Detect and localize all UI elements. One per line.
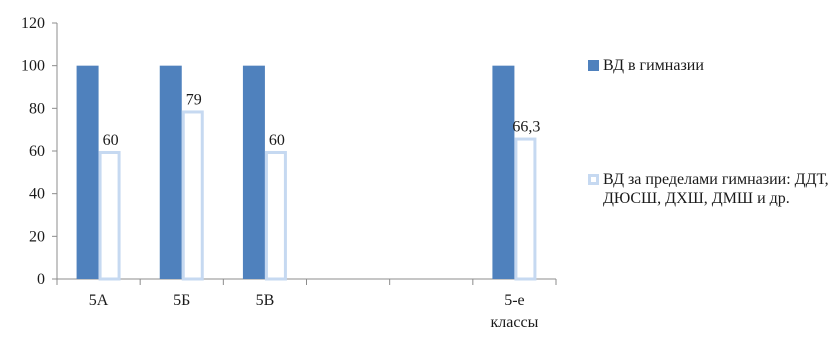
y-tick-label: 20 [29,228,45,245]
legend-item-series-2: ВД за пределами гимназии: ДДТ, ДЮСШ, ДХШ… [588,170,834,208]
legend-swatch-series-1 [588,60,599,71]
legend-swatch-series-2 [588,174,599,185]
y-tick-label: 100 [21,58,45,75]
y-tick-label: 120 [21,15,45,32]
y-tick-label: 40 [29,186,45,203]
bar-series-1 [76,65,99,280]
x-tick-label: 5В [256,292,275,309]
data-label: 60 [269,132,285,149]
bar-series-1 [242,65,265,280]
bar-series-1 [159,65,182,280]
data-label: 66,3 [512,119,540,136]
legend-label-series-2: ВД за пределами гимназии: ДДТ, ДЮСШ, ДХШ… [603,171,829,207]
y-tick-label: 0 [37,271,45,288]
x-tick-label: классы [491,314,539,331]
data-label: 60 [103,132,119,149]
data-label: 79 [186,91,202,108]
legend-label-series-1: ВД в гимназии [603,57,704,74]
bar-series-2 [264,151,287,281]
x-tick-label: 5-е [504,292,524,309]
x-tick-label: 5А [89,292,109,309]
bar-series-2 [514,137,537,281]
bar-series-2 [98,151,121,281]
y-tick-label: 80 [29,100,45,117]
x-tick-label: 5Б [173,292,190,309]
legend: ВД в гимназии ВД за пределами гимназии: … [588,0,834,333]
legend-item-series-1: ВД в гимназии [588,56,704,75]
bar-series-1 [492,65,515,280]
bar-series-2 [181,110,204,281]
y-tick-label: 60 [29,143,45,160]
